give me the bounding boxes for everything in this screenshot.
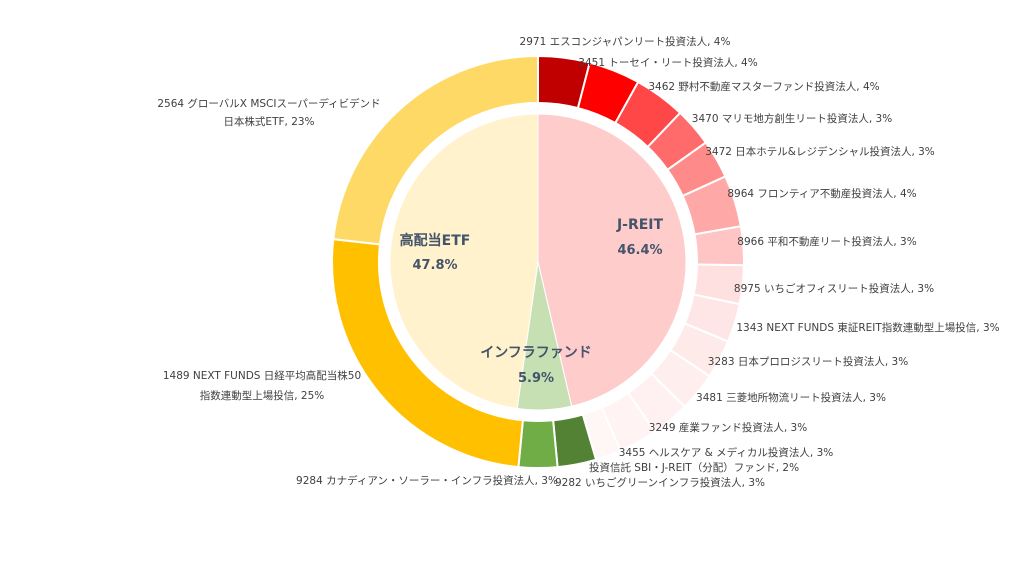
outer-label-12: 3455 ヘルスケア & メディカル投資法人, 3% bbox=[619, 446, 834, 459]
inner-slice-0 bbox=[537, 113, 687, 407]
outer-label-13: 投資信託 SBI・J-REIT（分配）ファンド, 2% bbox=[589, 461, 799, 474]
outer-label-11: 3249 産業ファンド投資法人, 3% bbox=[649, 421, 807, 434]
outer-slice-17 bbox=[332, 54, 539, 246]
outer-label-16-line-0: 1489 NEXT FUNDS 日経平均高配当株50 bbox=[163, 369, 361, 382]
outer-label-10: 3481 三菱地所物流リート投資法人, 3% bbox=[696, 391, 886, 404]
inner-label-pct-2: 47.8% bbox=[412, 258, 457, 273]
outer-label-1: 3451 トーセイ・リート投資法人, 4% bbox=[578, 56, 757, 69]
inner-pie bbox=[389, 113, 687, 411]
outer-labels: 2971 エスコンジャパンリート投資法人, 4% 3451 トーセイ・リート投資法… bbox=[157, 35, 999, 489]
outer-label-15: 9284 カナディアン・ソーラー・インフラ投資法人, 3% bbox=[296, 474, 558, 487]
outer-label-9: 3283 日本プロロジスリート投資法人, 3% bbox=[708, 355, 908, 368]
outer-label-8: 1343 NEXT FUNDS 東証REIT指数連動型上場投信, 3% bbox=[736, 321, 999, 334]
outer-label-6: 8966 平和不動産リート投資法人, 3% bbox=[737, 235, 916, 248]
inner-label-name-1: インフラファンド bbox=[480, 345, 592, 361]
outer-ring bbox=[331, 54, 745, 469]
outer-label-0: 2971 エスコンジャパンリート投資法人, 4% bbox=[520, 35, 731, 48]
outer-label-3: 3470 マリモ地方創生リート投資法人, 3% bbox=[692, 112, 892, 125]
outer-label-17-line-0: 2564 グローバルX MSCIスーパーディビデンド bbox=[157, 97, 380, 110]
inner-label-name-0: J-REIT bbox=[616, 217, 664, 233]
inner-slice-2 bbox=[389, 113, 539, 410]
inner-label-pct-0: 46.4% bbox=[617, 243, 662, 258]
inner-label-name-2: 高配当ETF bbox=[400, 232, 471, 249]
inner-label-pct-1: 5.9% bbox=[518, 371, 554, 386]
inner-labels: J-REIT 46.4% インフラファンド 5.9% 高配当ETF 47.8% bbox=[400, 217, 664, 386]
outer-label-2: 3462 野村不動産マスターファンド投資法人, 4% bbox=[648, 80, 879, 93]
outer-label-4: 3472 日本ホテル&レジデンシャル投資法人, 3% bbox=[705, 145, 935, 158]
outer-label-16-line-1: 指数連動型上場投信, 25% bbox=[200, 389, 325, 402]
outer-label-17-line-1: 日本株式ETF, 23% bbox=[223, 115, 314, 128]
outer-slice-15 bbox=[517, 419, 559, 469]
outer-label-14: 9282 いちごグリーンインフラ投資法人, 3% bbox=[555, 476, 765, 489]
outer-label-7: 8975 いちごオフィスリート投資法人, 3% bbox=[734, 282, 934, 295]
outer-label-5: 8964 フロンティア不動産投資法人, 4% bbox=[727, 187, 916, 200]
